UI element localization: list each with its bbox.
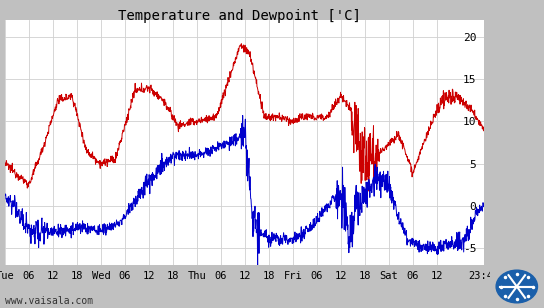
Text: Temperature and Dewpoint ['C]: Temperature and Dewpoint ['C] [118, 9, 361, 23]
Text: www.vaisala.com: www.vaisala.com [5, 297, 94, 306]
Circle shape [496, 270, 537, 303]
